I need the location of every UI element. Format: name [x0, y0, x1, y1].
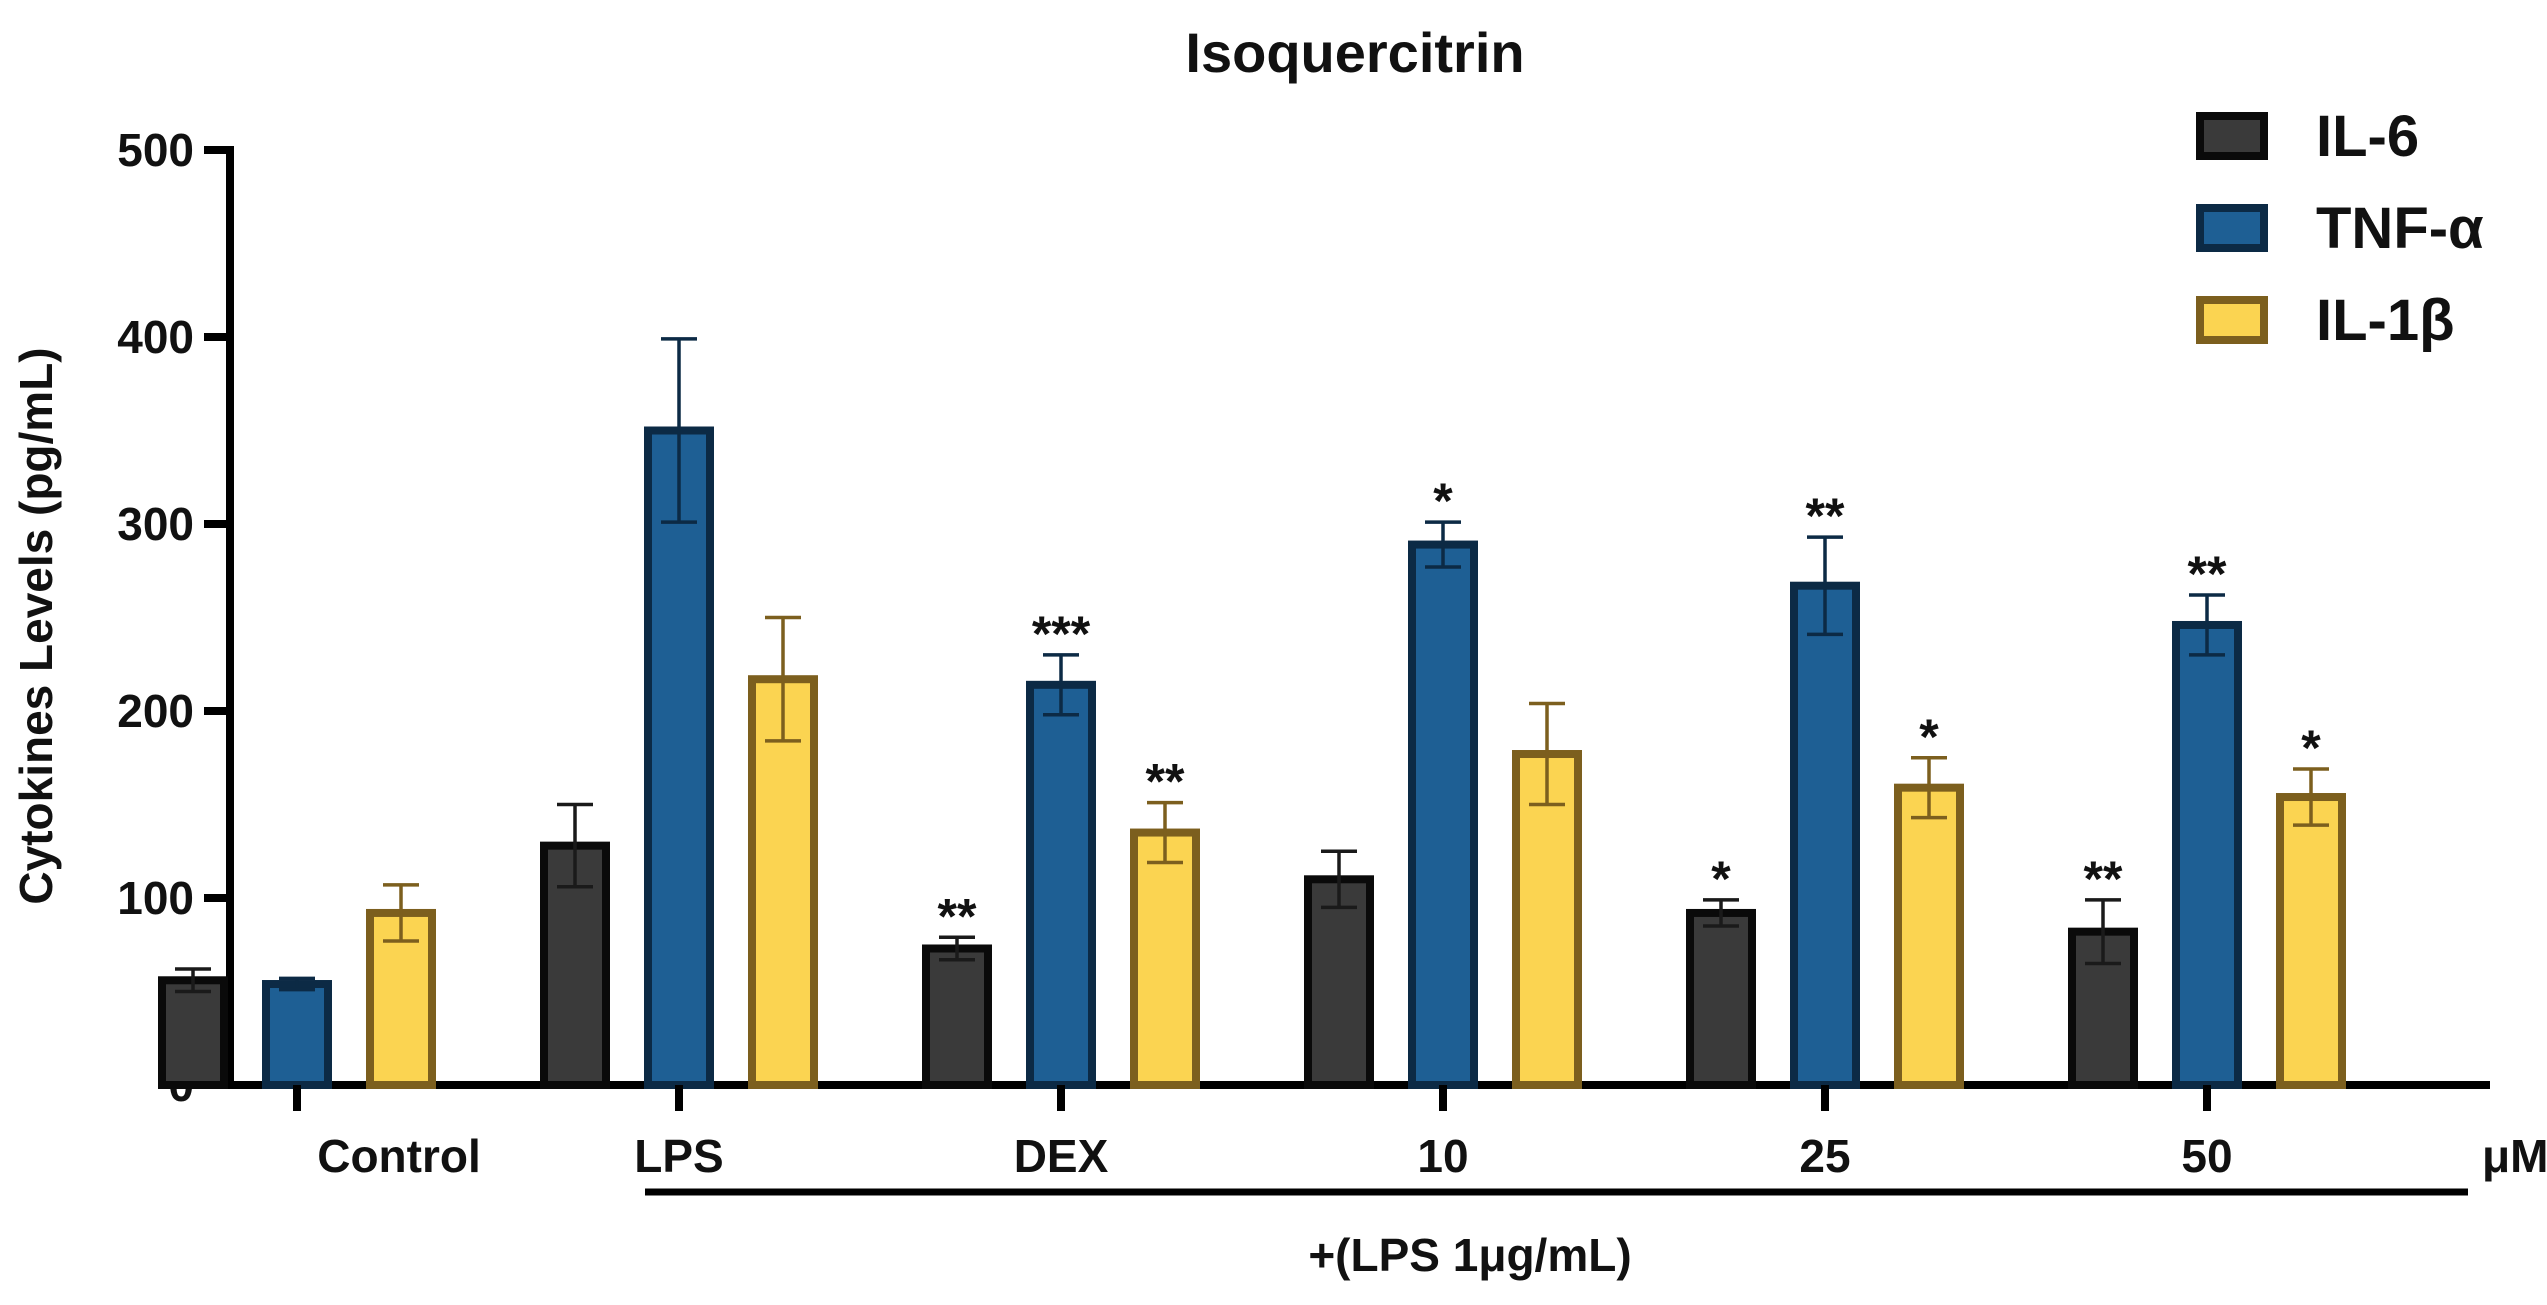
legend-label: TNF-α: [2316, 196, 2484, 261]
significance-marker: **: [2084, 851, 2123, 907]
x-category-label: Control: [317, 1130, 481, 1182]
bar-il-6-10: [1304, 875, 1374, 1089]
significance-marker: **: [1146, 754, 1185, 810]
y-tick-label: 200: [117, 685, 194, 737]
bar-tnf--lps: [644, 426, 714, 1089]
y-tick-label: 400: [117, 311, 194, 363]
significance-markers: *****************: [938, 473, 2322, 944]
significance-marker: *: [2301, 720, 2321, 776]
bar-tnf--25: [1790, 581, 1860, 1090]
bar-il-1--lps: [748, 675, 818, 1090]
chart-title: Isoquercitrin: [1185, 21, 1524, 84]
legend-swatch: [2196, 204, 2268, 252]
bar-il-6-control: [158, 976, 228, 1090]
bar-il-6-25: [1686, 908, 1756, 1090]
significance-marker: *: [1919, 709, 1939, 765]
significance-marker: **: [938, 888, 977, 944]
legend-swatch: [2196, 296, 2268, 344]
x-category-label: 10: [1417, 1130, 1468, 1182]
y-tick-label: 500: [117, 124, 194, 176]
bar-il-6-dex: [922, 944, 992, 1089]
bar-il-1--10: [1512, 750, 1582, 1089]
x-category-label: 25: [1799, 1130, 1850, 1182]
x-category-label: 50: [2181, 1130, 2232, 1182]
y-tick-label: 100: [117, 872, 194, 924]
bar-tnf--10: [1408, 540, 1478, 1089]
error-bars: [175, 337, 2329, 994]
bar-tnf--50: [2172, 620, 2242, 1089]
unit-label: μM: [2482, 1130, 2547, 1182]
y-tick-label: 300: [117, 498, 194, 550]
y-axis-label: Cytokines Levels (pg/mL): [10, 347, 62, 904]
bar-il-1--25: [1894, 783, 1964, 1089]
bars: [158, 426, 2346, 1090]
bar-tnf--control: [262, 980, 332, 1090]
bar-il-1--dex: [1130, 828, 1200, 1089]
y-ticks: 0100200300400500: [117, 124, 230, 1111]
significance-marker: *: [1711, 851, 1731, 907]
significance-marker: **: [2188, 546, 2227, 602]
x-category-label: DEX: [1014, 1130, 1109, 1182]
bar-il-1--50: [2276, 793, 2346, 1090]
bar-tnf--dex: [1026, 680, 1096, 1089]
legend-label: IL-6: [2316, 104, 2419, 169]
significance-marker: **: [1806, 488, 1845, 544]
legend-swatch: [2196, 112, 2268, 160]
significance-marker: *: [1433, 473, 1453, 529]
legend-label: IL-1β: [2316, 288, 2455, 353]
significance-marker: ***: [1032, 606, 1091, 662]
x-axis-label: +(LPS 1μg/mL): [1308, 1229, 1631, 1281]
x-category-labels: Control LPS DEX 10 25 50: [293, 1085, 2233, 1182]
x-category-label: LPS: [634, 1130, 723, 1182]
legend: IL-6 TNF-α IL-1β: [2196, 104, 2484, 353]
